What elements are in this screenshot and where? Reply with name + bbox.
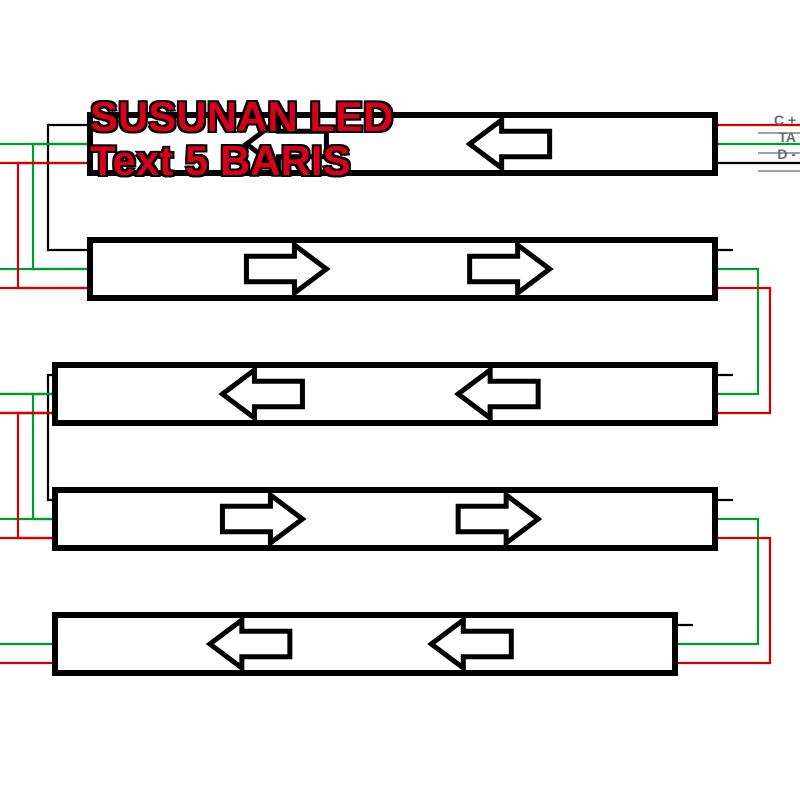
label-gnd: D - [774, 146, 796, 163]
pin-labels: C + TA D - [774, 112, 796, 162]
led-strip-2 [90, 240, 715, 298]
led-strip-3 [55, 365, 715, 423]
label-data: TA [774, 129, 796, 146]
title-line-1: SUSUNAN LED [90, 95, 393, 139]
title-line-2: Text 5 BARIS [90, 139, 393, 183]
led-strip-5 [55, 615, 675, 673]
label-vcc: C + [774, 112, 796, 129]
led-strip-4 [55, 490, 715, 548]
diagram-title: SUSUNAN LED Text 5 BARIS [90, 95, 393, 183]
